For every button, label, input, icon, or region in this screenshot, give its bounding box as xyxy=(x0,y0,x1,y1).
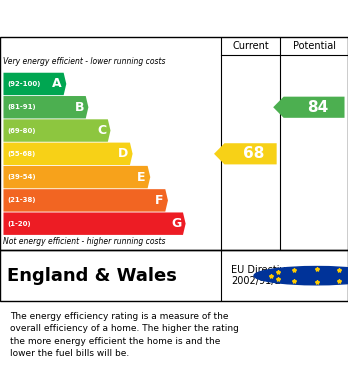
Polygon shape xyxy=(214,143,277,164)
Text: England & Wales: England & Wales xyxy=(7,267,177,285)
Text: Energy Efficiency Rating: Energy Efficiency Rating xyxy=(10,9,258,27)
Text: (55-68): (55-68) xyxy=(7,151,35,157)
Polygon shape xyxy=(3,73,66,95)
Circle shape xyxy=(254,267,348,285)
Text: EU Directive
2002/91/EC: EU Directive 2002/91/EC xyxy=(231,265,292,287)
Text: Potential: Potential xyxy=(293,41,335,51)
Text: A: A xyxy=(52,77,62,90)
Polygon shape xyxy=(3,96,88,118)
Text: (92-100): (92-100) xyxy=(7,81,40,87)
Polygon shape xyxy=(3,166,150,188)
Text: D: D xyxy=(118,147,128,160)
Text: (69-80): (69-80) xyxy=(7,127,35,133)
Text: The energy efficiency rating is a measure of the
overall efficiency of a home. T: The energy efficiency rating is a measur… xyxy=(10,312,239,359)
Text: 68: 68 xyxy=(243,146,265,161)
Text: Not energy efficient - higher running costs: Not energy efficient - higher running co… xyxy=(3,237,166,246)
Text: 84: 84 xyxy=(307,100,328,115)
Polygon shape xyxy=(273,97,345,118)
Polygon shape xyxy=(3,189,168,212)
Polygon shape xyxy=(3,143,133,165)
Text: C: C xyxy=(97,124,106,137)
Text: (81-91): (81-91) xyxy=(7,104,35,110)
Text: G: G xyxy=(171,217,181,230)
Polygon shape xyxy=(3,119,111,142)
Text: E: E xyxy=(137,170,146,184)
Text: Current: Current xyxy=(232,41,269,51)
Polygon shape xyxy=(3,212,185,235)
Text: F: F xyxy=(155,194,164,207)
Text: (1-20): (1-20) xyxy=(7,221,31,227)
Text: (39-54): (39-54) xyxy=(7,174,35,180)
Text: B: B xyxy=(74,101,84,114)
Text: (21-38): (21-38) xyxy=(7,197,35,203)
Text: Very energy efficient - lower running costs: Very energy efficient - lower running co… xyxy=(3,57,166,66)
